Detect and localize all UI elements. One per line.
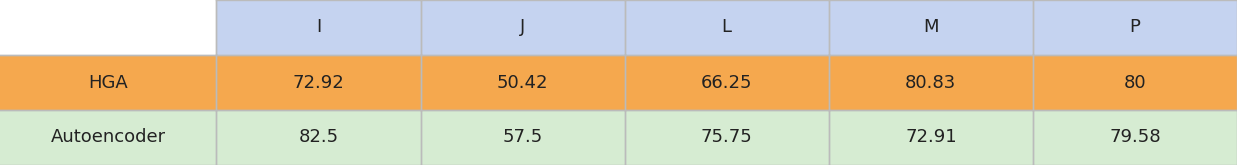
Text: P: P	[1129, 18, 1141, 36]
Text: 82.5: 82.5	[298, 129, 339, 147]
Bar	[1033, 55, 1237, 110]
Text: 72.92: 72.92	[293, 73, 344, 92]
Bar	[829, 55, 1033, 110]
Bar	[625, 110, 829, 165]
Bar	[625, 55, 829, 110]
Bar	[216, 110, 421, 165]
Text: 50.42: 50.42	[497, 73, 548, 92]
Bar	[625, 0, 829, 55]
Text: M: M	[923, 18, 939, 36]
Text: Autoencoder: Autoencoder	[51, 129, 166, 147]
Bar	[421, 110, 625, 165]
Bar	[1033, 110, 1237, 165]
Text: 72.91: 72.91	[905, 129, 956, 147]
Text: HGA: HGA	[88, 73, 129, 92]
Text: 57.5: 57.5	[502, 129, 543, 147]
Bar	[421, 55, 625, 110]
Text: L: L	[721, 18, 732, 36]
Text: 75.75: 75.75	[701, 129, 752, 147]
Text: I: I	[315, 18, 322, 36]
Text: J: J	[520, 18, 526, 36]
Text: 80: 80	[1123, 73, 1147, 92]
Bar	[829, 0, 1033, 55]
Text: 80.83: 80.83	[905, 73, 956, 92]
Text: 66.25: 66.25	[701, 73, 752, 92]
Bar	[0, 0, 216, 55]
Bar	[1033, 0, 1237, 55]
Bar	[216, 0, 421, 55]
Bar	[829, 110, 1033, 165]
Bar	[216, 55, 421, 110]
Bar	[0, 110, 216, 165]
Bar	[0, 55, 216, 110]
Bar	[421, 0, 625, 55]
Text: 79.58: 79.58	[1110, 129, 1160, 147]
